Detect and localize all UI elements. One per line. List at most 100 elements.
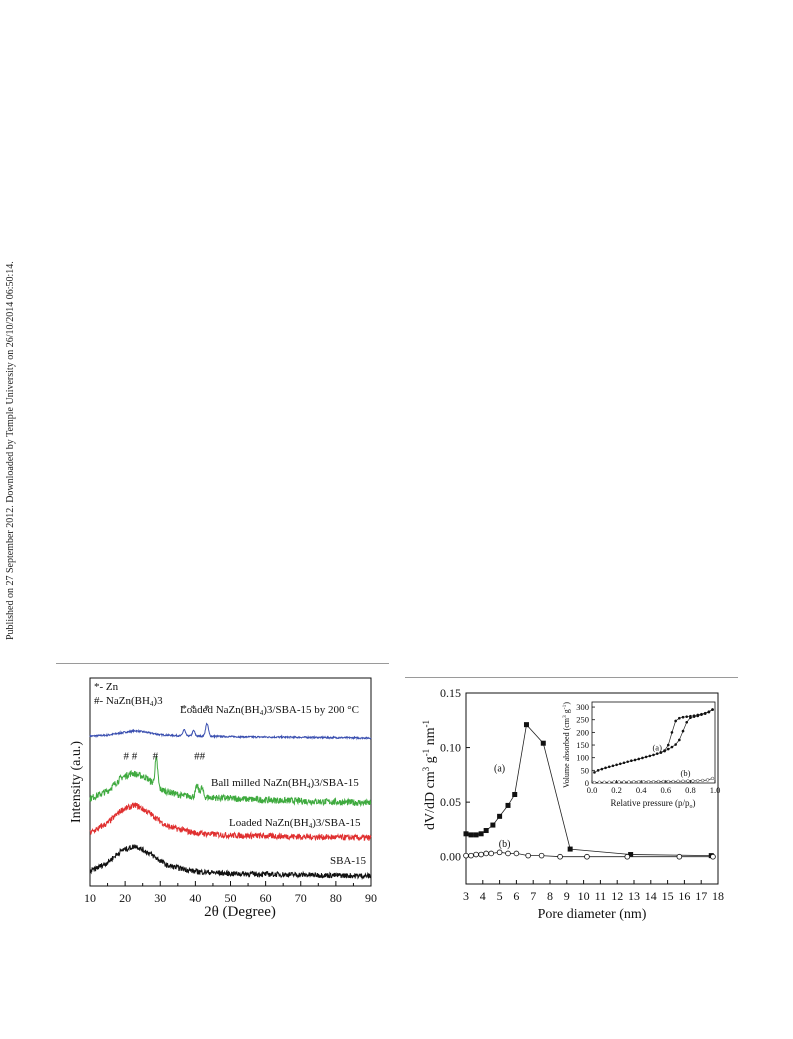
- inset-data-point: [681, 729, 685, 733]
- psd-data-point: [478, 851, 484, 858]
- inset-data-point: [600, 767, 604, 771]
- inset-x-axis-label: Relative pressure (p/po): [611, 798, 696, 810]
- isotherm-inset: 0.0 0.2 0.4 0.6 0.8 1.0 0 50 100 150 200 250 300 (a…: [562, 701, 721, 810]
- inset-series-label: (a): [652, 743, 662, 753]
- inset-data-point: [651, 780, 656, 784]
- psd-data-point: [624, 853, 631, 860]
- psd-x-tick-label: 9: [564, 889, 570, 903]
- xrd-x-tick-label: 90: [365, 891, 377, 905]
- inset-data-point: [676, 779, 680, 783]
- xrd-peak-marker: #: [153, 751, 159, 763]
- inset-y-axis-label: Volume absorbed (cm3 g-1): [562, 702, 571, 788]
- inset-data-point: [626, 760, 629, 764]
- inset-data-point: [622, 780, 626, 784]
- psd-data-point: [628, 852, 634, 858]
- inset-x-tick-label: 0.2: [611, 785, 622, 795]
- inset-y-tick-label: 300: [576, 702, 589, 712]
- inset-data-point: [622, 761, 626, 765]
- psd-y-tick-label: 0.00: [440, 850, 461, 864]
- inset-data-point: [661, 779, 665, 784]
- psd-data-point: [584, 853, 590, 860]
- right-figure-rule: [405, 677, 738, 678]
- inset-x-tick-label: 0.4: [636, 785, 647, 795]
- inset-data-point: [689, 714, 692, 718]
- psd-data-point: [567, 846, 573, 852]
- inset-data-point: [602, 780, 606, 784]
- psd-x-tick-label: 3: [463, 889, 469, 903]
- inset-data-point: [592, 780, 597, 785]
- inset-data-point: [681, 715, 685, 719]
- psd-x-tick-label: 16: [678, 889, 690, 903]
- psd-data-point: [557, 853, 563, 860]
- psd-y-tick-label: 0.10: [440, 741, 461, 755]
- xrd-peak-marker: # #: [124, 751, 138, 763]
- inset-data-point: [678, 716, 681, 720]
- inset-data-point: [618, 762, 622, 766]
- inset-x-axis: 0.0 0.2 0.4 0.6 0.8 1.0: [587, 780, 721, 795]
- inset-data-point: [666, 779, 670, 784]
- psd-data-point: [538, 852, 545, 859]
- xrd-x-tick-label: 60: [260, 891, 272, 905]
- psd-data-point: [488, 850, 495, 857]
- inset-data-point: [656, 779, 661, 784]
- inset-data-point: [681, 779, 685, 783]
- xrd-x-tick-label: 40: [189, 891, 201, 905]
- inset-data-point: [632, 780, 636, 784]
- psd-x-axis: 3 4 5 6 7 8 9 10 11 12 13 14 15 16 17 18: [463, 880, 724, 903]
- psd-y-tick-label: 0.15: [440, 686, 461, 700]
- xrd-series-label: Ball milled NaZn(BH4)3/SBA-15: [211, 777, 359, 790]
- xrd-x-tick-label: 70: [295, 891, 307, 905]
- left-figure-rule: [56, 663, 389, 664]
- inset-data-point: [607, 780, 611, 784]
- inset-data-point: [701, 778, 705, 783]
- psd-data-point: [540, 740, 546, 746]
- psd-data-point: [505, 802, 511, 808]
- inset-data-point: [655, 752, 659, 755]
- psd-x-tick-label: 17: [695, 889, 707, 903]
- xrd-series-line: [89, 722, 372, 741]
- inset-series-labels: (a) (b): [652, 743, 690, 778]
- psd-data-point: [463, 852, 469, 859]
- inset-data-point: [607, 765, 611, 769]
- inset-data-point: [593, 771, 596, 774]
- psd-x-tick-label: 13: [628, 889, 640, 903]
- xrd-x-axis: 10 20 30 40 50 60 70 80 90: [84, 881, 377, 905]
- psd-x-axis-label: Pore diameter (nm): [538, 907, 647, 922]
- psd-data-point: [468, 832, 474, 838]
- inset-data-point: [700, 712, 703, 716]
- psd-x-tick-label: 11: [595, 889, 607, 903]
- psd-data-point: [505, 850, 511, 857]
- inset-x-tick-label: 1.0: [710, 785, 721, 795]
- xrd-series-label: SBA-15: [330, 855, 367, 867]
- xrd-x-axis-label: 2θ (Degree): [204, 904, 276, 920]
- inset-data-point: [627, 780, 631, 784]
- xrd-series-layer: [89, 722, 372, 881]
- xrd-series-line: [89, 754, 372, 808]
- psd-data-point: [478, 831, 484, 837]
- inset-data-point: [696, 779, 700, 783]
- inset-data-point: [671, 779, 675, 784]
- xrd-legend-zn: *- Zn: [94, 681, 119, 693]
- xrd-y-axis-label: Intensity (a.u.): [69, 741, 84, 823]
- xrd-peak-marker: ##: [194, 751, 206, 763]
- psd-x-tick-label: 15: [662, 889, 674, 903]
- inset-y-tick-label: 50: [581, 765, 590, 775]
- xrd-x-tick-label: 80: [330, 891, 342, 905]
- psd-data-point: [497, 813, 503, 819]
- xrd-peak-marker: *: [191, 703, 197, 715]
- inset-data-point: [678, 738, 681, 742]
- inset-data-point: [711, 708, 714, 711]
- inset-y-tick-label: 250: [576, 715, 589, 725]
- psd-x-tick-label: 12: [611, 889, 623, 903]
- inset-data-point: [612, 780, 616, 784]
- inset-data-point: [659, 751, 663, 754]
- psd-x-tick-label: 7: [530, 889, 536, 903]
- psd-data-point: [473, 851, 479, 858]
- xrd-series-line: [89, 844, 372, 881]
- inset-data-point: [646, 780, 651, 784]
- inset-data-point: [652, 753, 655, 757]
- psd-data-point: [473, 832, 479, 838]
- inset-data-point: [674, 719, 677, 723]
